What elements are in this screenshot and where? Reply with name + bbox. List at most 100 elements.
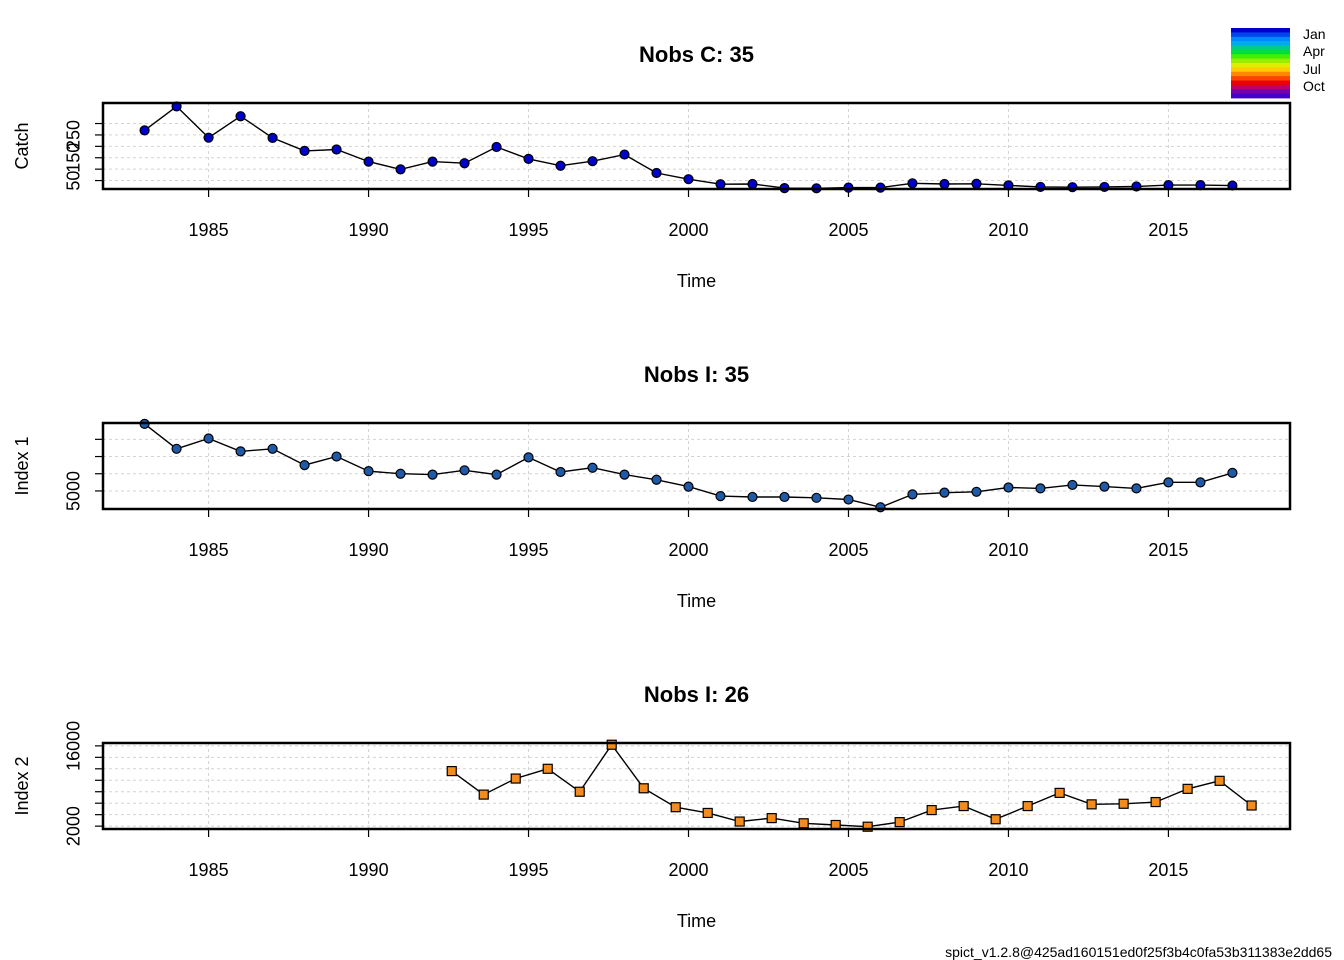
legend-color-band [1231,54,1290,60]
data-point [971,486,982,497]
data-point [907,178,918,189]
data-point [702,807,713,819]
y-axis-label: Index 1 [12,436,32,495]
data-point [894,817,905,828]
x-tick-label: 2010 [988,220,1028,240]
x-tick-label: 1985 [189,860,229,880]
legend-month-label: Jul [1303,61,1321,77]
legend-month-label: Apr [1303,43,1325,59]
data-point [1022,800,1033,812]
data-point [267,443,278,454]
data-point [1099,481,1110,492]
data-point [747,178,758,190]
data-point [638,783,649,794]
data-point [606,739,617,750]
data-point [299,460,310,471]
legend-color-band [1231,76,1290,81]
x-tick-label: 2005 [828,220,868,240]
plot-frame [101,741,1292,831]
data-point [670,802,681,813]
data-point [331,144,342,155]
data-point [587,156,598,167]
legend-color-band [1231,71,1290,77]
legend-color-band [1231,58,1290,64]
data-point [683,174,694,185]
data-point [574,786,585,797]
legend-color-band [1231,89,1290,95]
data-point [619,149,630,160]
y-tick-label: 50 [64,171,84,191]
data-point [747,491,758,503]
x-tick-label: 2015 [1148,540,1188,560]
legend-color-band [1231,36,1290,42]
data-point [939,178,950,190]
data-point [651,167,662,179]
data-point [1227,467,1238,478]
panel-3: Nobs I: 26 1985 1990 1995 2000 2005 2010 2015 20… [12,682,1292,931]
data-point [715,179,726,190]
x-tick-label: 2000 [668,220,708,240]
x-tick-label: 1985 [189,220,229,240]
data-point [990,814,1001,825]
plot-frame [101,421,1292,511]
data-point [1214,775,1225,786]
y-tick-label: 250 [64,120,84,150]
y-axis-label: Index 2 [12,756,32,815]
y-tick-label: 16000 [64,721,84,771]
panel-2: Nobs I: 35 1985 1990 1995 2000 2005 2010 2015 50… [12,362,1292,611]
legend-color-band [1231,49,1290,55]
data-point [235,446,246,457]
x-tick-label: 2015 [1148,860,1188,880]
legend-color-band [1231,63,1290,68]
legend-color-band [1231,80,1290,86]
data-point [542,763,553,774]
data-point [619,469,630,480]
x-tick-label: 2010 [988,540,1028,560]
panel-title: Nobs I: 35 [644,362,749,387]
series-line [451,743,1253,828]
panel-title: Nobs I: 26 [644,682,749,707]
data-point [1067,479,1078,491]
x-tick-label: 1990 [349,540,389,560]
x-tick-label: 1995 [509,860,549,880]
x-tick-label: 2000 [668,860,708,880]
data-point [766,813,777,824]
data-point [395,164,406,175]
data-point [1195,477,1206,488]
data-point [267,132,278,144]
legend-color-band [1231,45,1290,51]
data-point [363,156,374,167]
x-tick-label: 2015 [1148,220,1188,240]
data-point [1150,796,1161,808]
data-point [1003,482,1014,493]
data-point [843,494,854,505]
data-point [587,462,598,473]
data-point [1118,798,1129,809]
data-point [427,156,438,167]
data-point [1131,483,1142,494]
legend-color-band [1231,67,1290,73]
data-point [478,789,489,800]
data-point [779,491,790,503]
data-point [459,465,470,476]
data-point [683,481,694,492]
y-tick-label: 5000 [64,471,84,511]
data-point [1163,477,1174,488]
legend-color-band [1231,93,1290,99]
data-point [555,160,566,171]
legend-color-band [1231,32,1290,38]
x-tick-label: 2010 [988,860,1028,880]
data-point [1035,483,1046,494]
data-point [299,145,310,157]
data-point [510,773,521,784]
y-tick-label: 2000 [64,806,84,846]
data-point [427,469,438,480]
x-axis-label: Time [677,911,716,931]
data-point [395,468,406,479]
x-tick-label: 2005 [828,540,868,560]
legend-month-label: Jan [1303,26,1326,42]
x-tick-label: 2000 [668,540,708,560]
x-tick-label: 1990 [349,860,389,880]
legend-color-band [1231,41,1290,46]
data-point [1054,787,1065,798]
